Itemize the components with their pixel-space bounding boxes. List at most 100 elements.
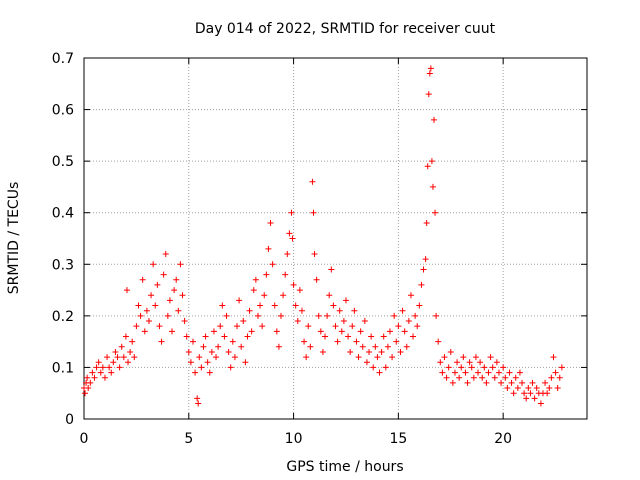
data-point	[426, 70, 433, 77]
data-point	[305, 323, 312, 330]
data-point	[512, 374, 519, 381]
x-tick-label: 10	[285, 431, 303, 447]
data-point	[263, 271, 270, 278]
data-point	[311, 250, 318, 257]
data-point	[558, 364, 565, 371]
y-tick-label: 0.5	[52, 154, 74, 170]
data-point	[164, 312, 171, 319]
data-point	[315, 312, 322, 319]
data-point	[519, 379, 526, 386]
data-point	[133, 323, 140, 330]
data-point	[317, 328, 324, 335]
data-point	[414, 323, 421, 330]
data-point	[401, 328, 408, 335]
data-point	[443, 374, 450, 381]
data-point	[493, 359, 500, 366]
data-point	[225, 348, 232, 355]
chart-title: Day 014 of 2022, SRMTID for receiver cuu…	[195, 21, 496, 37]
data-point	[273, 328, 280, 335]
data-point	[259, 323, 266, 330]
data-point	[487, 354, 494, 361]
data-point	[303, 354, 310, 361]
data-point	[286, 230, 293, 237]
data-point	[380, 333, 387, 340]
data-point	[122, 333, 129, 340]
data-point	[194, 395, 201, 402]
data-point	[156, 323, 163, 330]
data-point	[223, 312, 230, 319]
data-point	[422, 256, 429, 263]
data-point	[435, 338, 442, 345]
data-point	[355, 354, 362, 361]
data-point	[175, 307, 182, 314]
data-point	[195, 400, 202, 407]
data-point	[95, 359, 102, 366]
data-point	[508, 379, 515, 386]
data-point	[361, 318, 368, 325]
data-point	[403, 343, 410, 350]
data-point	[397, 348, 404, 355]
y-tick-label: 0.2	[52, 309, 74, 325]
data-point	[307, 343, 314, 350]
data-point	[342, 297, 349, 304]
data-point	[137, 312, 144, 319]
data-point	[150, 261, 157, 268]
data-point	[313, 276, 320, 283]
data-point	[206, 369, 213, 376]
data-point	[359, 343, 366, 350]
data-point	[129, 338, 136, 345]
data-point	[378, 348, 385, 355]
data-point	[204, 359, 211, 366]
data-point	[97, 369, 104, 376]
data-point	[141, 328, 148, 335]
data-point	[85, 385, 92, 392]
data-point	[233, 323, 240, 330]
data-point	[238, 343, 245, 350]
data-point	[336, 307, 343, 314]
data-point	[405, 318, 412, 325]
data-point	[158, 338, 165, 345]
data-point	[495, 369, 502, 376]
data-point	[437, 359, 444, 366]
data-point	[345, 333, 352, 340]
data-point	[162, 250, 169, 257]
data-point	[289, 235, 296, 242]
data-point	[108, 369, 115, 376]
data-point	[145, 318, 152, 325]
y-axis-label: SRMTID / TECUs	[6, 182, 22, 295]
data-point	[326, 292, 333, 299]
data-point	[338, 328, 345, 335]
data-point	[154, 281, 161, 288]
data-point	[91, 374, 98, 381]
data-point	[483, 379, 490, 386]
x-tick-label: 20	[494, 431, 512, 447]
data-point	[210, 328, 217, 335]
data-point	[242, 359, 249, 366]
data-point	[106, 364, 113, 371]
data-point	[200, 343, 207, 350]
data-point	[252, 276, 259, 283]
data-point	[372, 343, 379, 350]
data-point	[410, 333, 417, 340]
data-point	[554, 385, 561, 392]
data-point	[160, 271, 167, 278]
data-point	[110, 359, 117, 366]
data-point	[544, 390, 551, 397]
data-point	[319, 348, 326, 355]
data-point	[89, 369, 96, 376]
data-point	[391, 312, 398, 319]
data-point	[265, 245, 272, 252]
data-point	[322, 333, 329, 340]
data-point	[368, 333, 375, 340]
data-point	[498, 379, 505, 386]
data-point	[458, 364, 465, 371]
x-tick-label: 5	[184, 431, 193, 447]
data-point	[334, 338, 341, 345]
data-point	[460, 354, 467, 361]
data-point	[99, 364, 106, 371]
data-point	[181, 318, 188, 325]
data-point	[527, 390, 534, 397]
data-point	[208, 348, 215, 355]
data-point	[192, 369, 199, 376]
data-point	[229, 338, 236, 345]
